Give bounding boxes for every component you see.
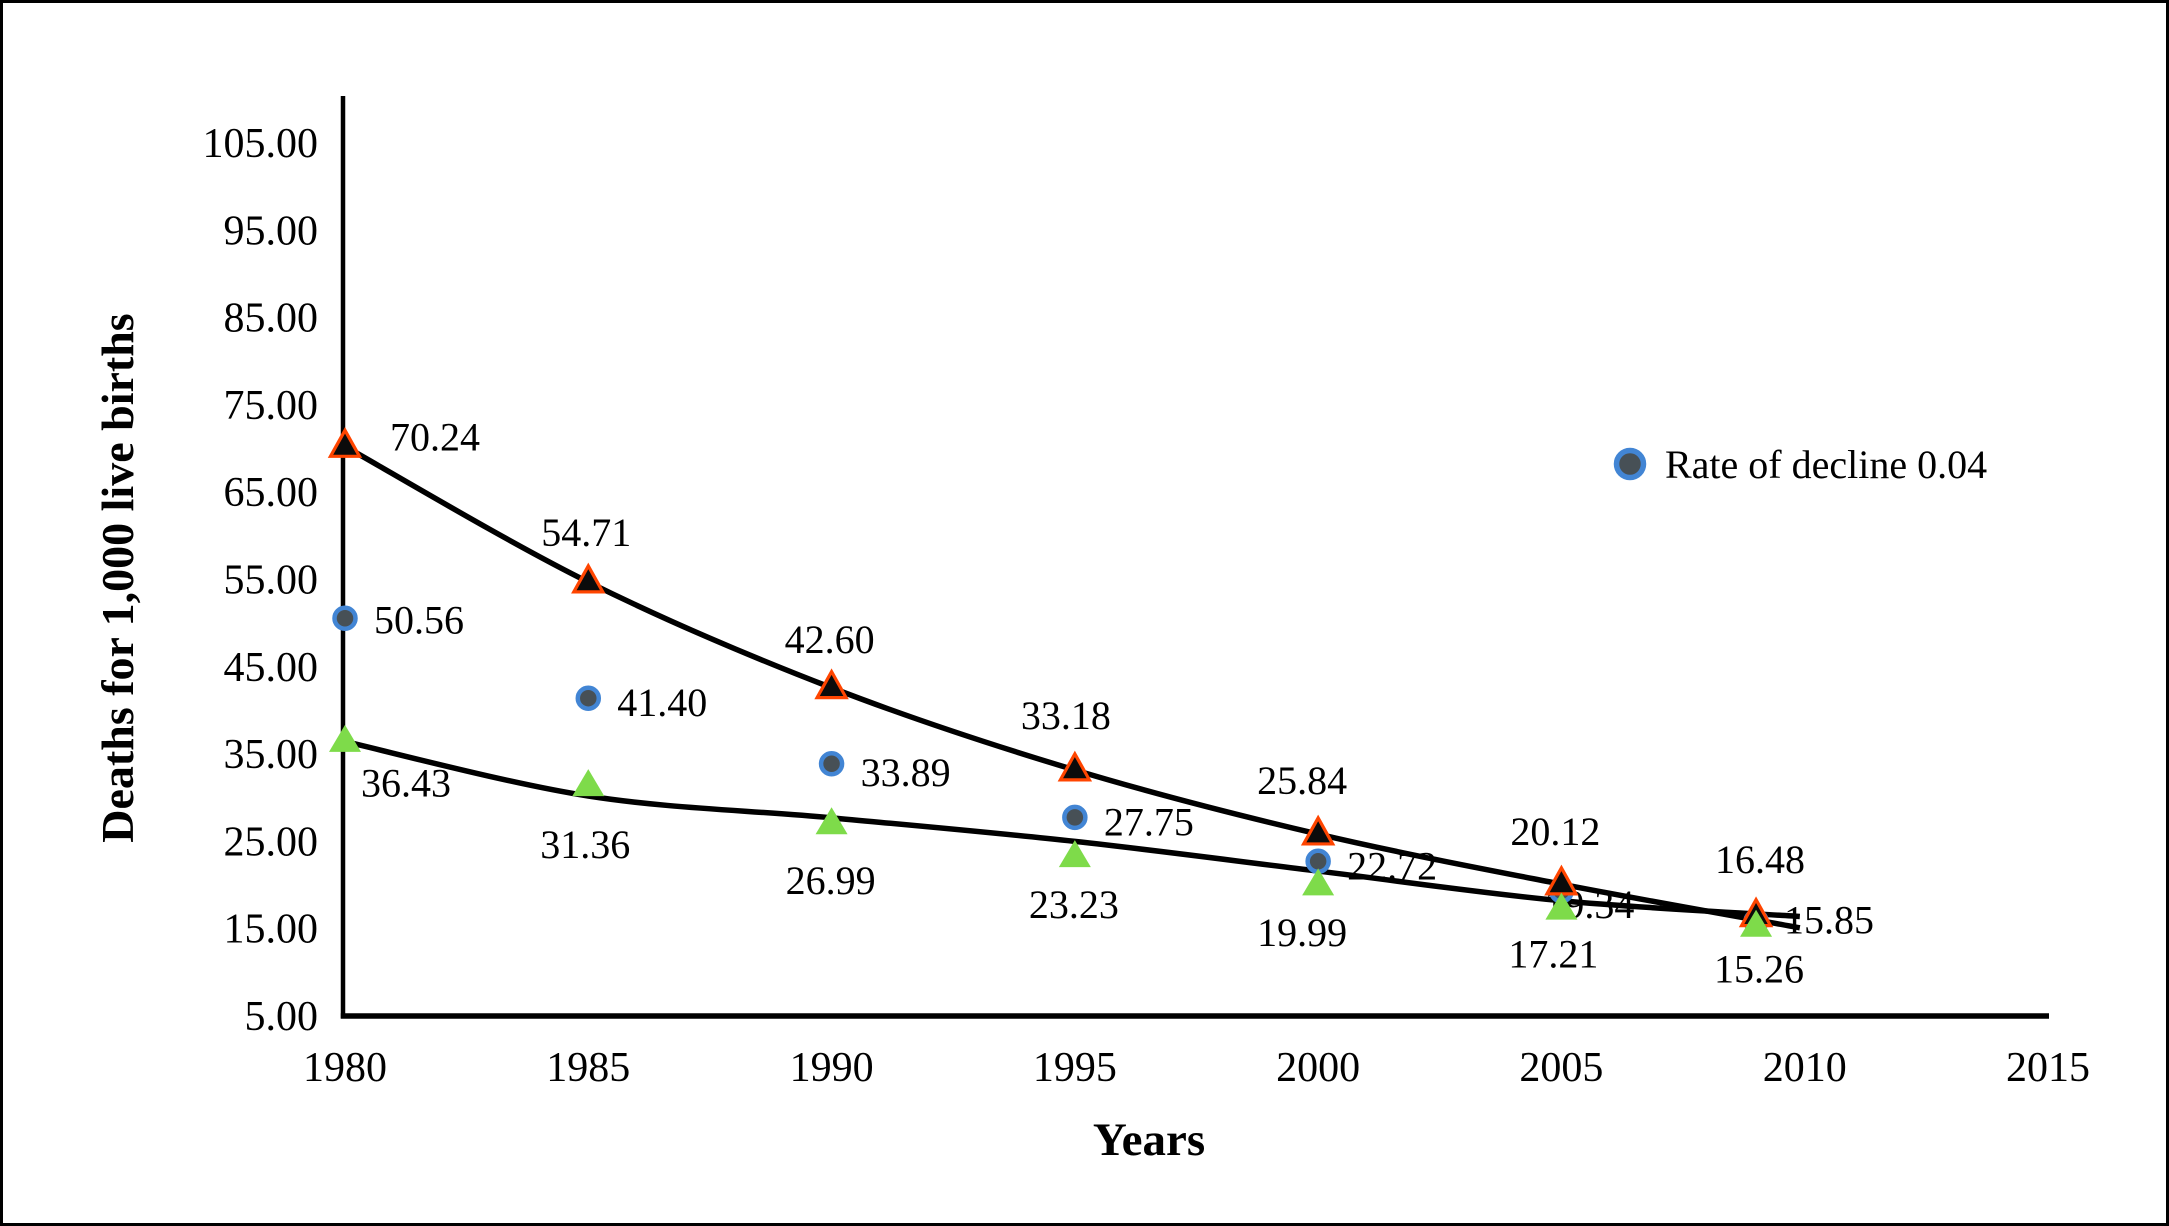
y-tick-label: 25.00 bbox=[224, 819, 319, 865]
y-tick-label: 55.00 bbox=[224, 558, 319, 604]
circle-marker-icon bbox=[1062, 804, 1088, 831]
green-triangle-marker-icon bbox=[1058, 840, 1091, 868]
x-tick-label: 2015 bbox=[2006, 1045, 2090, 1091]
y-tick-label: 95.00 bbox=[224, 208, 319, 254]
data-point-label: 33.89 bbox=[861, 750, 951, 795]
x-tick-label: 2005 bbox=[1519, 1045, 1603, 1091]
data-point-label: 23.23 bbox=[1029, 882, 1119, 927]
data-point-label: 36.43 bbox=[361, 761, 451, 806]
data-point-label: 42.60 bbox=[785, 617, 875, 662]
x-axis-title: Years bbox=[1093, 1114, 1205, 1166]
data-point-label: 19.99 bbox=[1257, 910, 1347, 955]
red-triangle-marker-icon bbox=[814, 668, 849, 700]
y-tick-label: 85.00 bbox=[224, 296, 319, 342]
green-triangle-marker-icon bbox=[815, 807, 848, 835]
legend-label: Rate of decline 0.04 bbox=[1665, 442, 1987, 487]
green-triangle-marker-icon bbox=[572, 769, 605, 797]
data-point-label: 27.75 bbox=[1104, 799, 1194, 844]
x-tick-label: 1995 bbox=[1033, 1045, 1117, 1091]
red-triangle-marker-icon bbox=[327, 427, 363, 458]
legend-circle-marker-icon bbox=[1613, 447, 1647, 481]
x-tick-label: 1990 bbox=[790, 1045, 874, 1091]
y-tick-label: 5.00 bbox=[245, 994, 319, 1040]
circle-marker-icon bbox=[575, 685, 602, 711]
data-point-label: 26.99 bbox=[786, 858, 876, 903]
data-point-label: 25.84 bbox=[1257, 758, 1347, 803]
green-triangle-marker-icon bbox=[329, 724, 361, 752]
y-tick-label: 105.00 bbox=[203, 121, 319, 167]
data-point-label: 15.26 bbox=[1714, 946, 1804, 991]
data-point-label: 33.18 bbox=[1021, 693, 1111, 738]
data-point-label: 20.12 bbox=[1510, 809, 1600, 854]
y-axis-title: Deaths for 1,000 live births bbox=[92, 313, 143, 842]
green-triangle-marker-icon bbox=[1302, 868, 1335, 896]
circle-marker-icon bbox=[332, 605, 358, 632]
green-triangle-marker-icon bbox=[1545, 892, 1578, 920]
data-point-markers bbox=[327, 427, 1774, 937]
x-tick-label: 1980 bbox=[303, 1045, 387, 1091]
green-triangle-marker-icon bbox=[1740, 909, 1773, 937]
y-axis-tick-labels: 105.00 95.00 85.00 75.00 65.00 55.00 45.00 35.0… bbox=[203, 121, 319, 1040]
x-tick-label: 2000 bbox=[1276, 1045, 1360, 1091]
data-point-label: 16.48 bbox=[1715, 837, 1805, 882]
data-point-label: 54.71 bbox=[541, 510, 631, 555]
data-point-label: 41.40 bbox=[617, 680, 707, 725]
chart-canvas: 105.00 95.00 85.00 75.00 65.00 55.00 45.00 35.0… bbox=[92, 96, 2090, 1166]
data-point-label: 31.36 bbox=[540, 822, 630, 867]
y-tick-label: 35.00 bbox=[224, 732, 319, 778]
data-point-label: 17.21 bbox=[1508, 931, 1598, 976]
y-tick-label: 15.00 bbox=[224, 907, 319, 953]
red-triangle-marker-icon bbox=[1300, 814, 1336, 846]
x-tick-label: 1985 bbox=[546, 1045, 630, 1091]
data-point-label: 70.24 bbox=[390, 414, 480, 459]
data-point-label: 50.56 bbox=[374, 597, 464, 642]
data-point-label: 15.85 bbox=[1784, 897, 1874, 942]
legend: Rate of decline 0.04 bbox=[1613, 442, 1987, 487]
x-axis-tick-labels: 1980 1985 1990 1995 2000 2005 2010 2015 bbox=[303, 1045, 2090, 1091]
red-triangle-marker-icon bbox=[571, 562, 606, 594]
y-tick-label: 65.00 bbox=[224, 470, 319, 516]
y-tick-label: 45.00 bbox=[224, 645, 319, 691]
x-tick-label: 2010 bbox=[1763, 1045, 1847, 1091]
circle-marker-icon bbox=[818, 751, 845, 777]
y-tick-label: 75.00 bbox=[224, 383, 319, 429]
red-triangle-marker-icon bbox=[1057, 750, 1093, 782]
